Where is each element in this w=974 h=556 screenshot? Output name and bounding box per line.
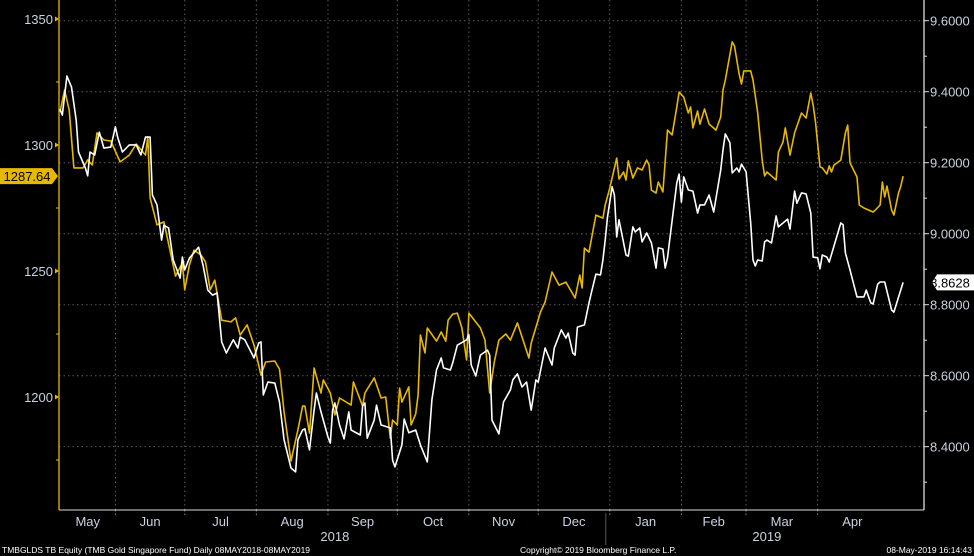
left-tick-label: 1200	[24, 390, 53, 405]
gold-last-value-label: 1287.64	[4, 169, 51, 184]
x-month-label: Dec	[562, 514, 586, 529]
axes	[55, 0, 929, 545]
x-month-label: Sep	[351, 514, 374, 529]
left-tick	[55, 142, 59, 148]
x-year-label: 2018	[320, 529, 349, 544]
right-tick-label: 9.6000	[930, 14, 970, 29]
x-month-label: Mar	[771, 514, 794, 529]
fund-series-line	[59, 75, 904, 473]
footer-copyright: Copyright© 2019 Bloomberg Finance L.P.	[520, 545, 677, 555]
grid	[59, 0, 924, 510]
left-tick	[55, 394, 59, 400]
left-tick-label: 1300	[24, 138, 53, 153]
axis-labels: 9.6000 9.4000 9.2000 9.0000 8.8000 8.6000 8.40…	[0, 12, 974, 544]
left-tick-label: 1250	[24, 264, 53, 279]
x-month-label: Oct	[423, 514, 444, 529]
x-month-label: Jun	[140, 514, 161, 529]
x-month-label: Jul	[212, 514, 229, 529]
x-month-label: Jan	[635, 514, 656, 529]
x-month-label: Nov	[492, 514, 516, 529]
gold-last-value-badge	[0, 168, 58, 185]
x-month-label: May	[75, 514, 100, 529]
footer-security: TMBGLDS TB Equity (TMB Gold Singapore Fu…	[2, 545, 311, 555]
right-tick-label: 9.4000	[930, 85, 970, 100]
left-tick	[55, 268, 59, 274]
right-tick-label: 9.0000	[930, 227, 970, 242]
left-tick-label: 1350	[24, 12, 53, 27]
x-month-label: Apr	[842, 514, 863, 529]
series-lines	[59, 41, 904, 473]
right-tick-label: 8.8000	[930, 298, 970, 313]
fund-last-value-label: 8.8628	[930, 275, 970, 290]
footer-timestamp: 08-May-2019 16:14:43	[886, 545, 972, 555]
fund-last-value-badge	[932, 274, 974, 291]
x-month-label: Feb	[703, 514, 725, 529]
gold-series-line	[59, 41, 904, 462]
right-tick-label: 8.4000	[930, 440, 970, 455]
right-tick-label: 8.6000	[930, 369, 970, 384]
x-year-label: 2019	[752, 529, 781, 544]
left-tick	[55, 16, 59, 22]
x-month-label: Aug	[281, 514, 304, 529]
right-tick-label: 9.2000	[930, 156, 970, 171]
